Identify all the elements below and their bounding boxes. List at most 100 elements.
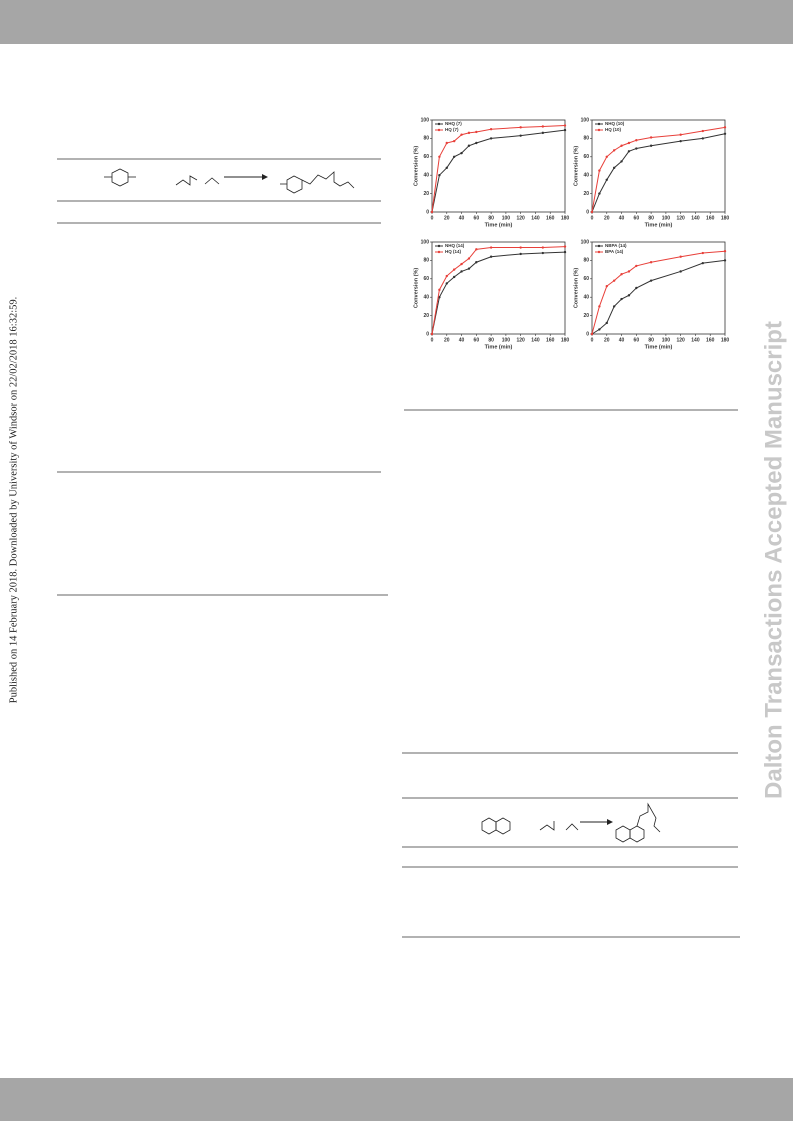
data-point: [649, 144, 653, 147]
x-tick-label: 100: [662, 337, 671, 343]
data-point: [519, 134, 522, 137]
data-point: [590, 332, 594, 336]
data-point: [563, 250, 567, 254]
data-point: [563, 245, 567, 248]
y-tick-label: 60: [583, 276, 589, 282]
legend-marker: [597, 128, 601, 132]
y-tick-label: 0: [426, 209, 429, 215]
data-point: [563, 128, 567, 132]
data-point: [605, 155, 608, 158]
series-line: [591, 250, 726, 335]
data-point: [635, 147, 638, 150]
x-tick-label: 60: [634, 337, 640, 343]
x-tick-label: 40: [619, 215, 625, 221]
x-tick-label: 60: [474, 215, 480, 221]
x-tick-label: 40: [619, 337, 625, 343]
data-point: [649, 261, 653, 264]
y-tick-label: 20: [583, 191, 589, 197]
y-tick-label: 20: [423, 191, 429, 197]
x-tick-label: 120: [676, 215, 685, 221]
data-point: [598, 192, 601, 195]
legend-label: NHQ (14): [445, 243, 465, 248]
x-tick-label: 80: [488, 215, 494, 221]
data-point: [605, 321, 608, 325]
data-point: [635, 139, 638, 142]
x-tick-label: 40: [459, 337, 465, 343]
legend-label: BPA (14): [605, 249, 624, 254]
x-tick-label: 180: [561, 337, 570, 343]
data-point: [612, 149, 616, 152]
legend-marker: [597, 244, 601, 248]
data-point: [620, 273, 623, 276]
y-tick-label: 40: [423, 295, 429, 301]
data-point: [635, 286, 638, 290]
data-point: [438, 174, 441, 177]
data-point: [541, 125, 545, 128]
x-tick-label: 180: [561, 215, 570, 221]
data-point: [541, 251, 545, 255]
data-point: [627, 270, 631, 273]
y-tick-label: 0: [426, 331, 429, 337]
data-point: [723, 132, 727, 135]
data-point: [627, 150, 631, 153]
data-point: [627, 294, 631, 297]
y-tick-label: 40: [423, 173, 429, 179]
y-axis-label: Conversion (%): [413, 268, 419, 309]
y-tick-label: 40: [583, 295, 589, 301]
x-axis-label: Time (min): [485, 344, 513, 350]
series-line: [431, 246, 566, 335]
x-tick-label: 40: [459, 215, 465, 221]
data-point: [445, 274, 448, 278]
data-point: [590, 210, 594, 214]
y-tick-label: 100: [581, 239, 590, 245]
y-tick-label: 100: [421, 117, 430, 123]
data-point: [430, 210, 434, 214]
footer-bar: [0, 1078, 793, 1121]
data-point: [438, 155, 441, 158]
x-axis-label: Time (min): [485, 222, 513, 228]
series-line: [591, 133, 726, 213]
x-tick-label: 140: [531, 215, 540, 221]
legend-marker: [437, 128, 441, 132]
data-point: [627, 141, 631, 145]
data-point: [519, 246, 522, 249]
y-tick-label: 80: [583, 136, 589, 142]
x-tick-label: 60: [634, 215, 640, 221]
data-point: [460, 151, 463, 155]
y-tick-label: 0: [586, 331, 589, 337]
x-tick-label: 140: [691, 215, 700, 221]
x-tick-label: 0: [431, 215, 434, 221]
data-point: [612, 166, 616, 170]
data-point: [605, 284, 608, 288]
series-line: [431, 129, 566, 213]
y-tick-label: 0: [586, 209, 589, 215]
x-tick-label: 160: [546, 215, 555, 221]
data-point: [723, 250, 727, 253]
x-tick-label: 180: [721, 337, 730, 343]
series-line: [431, 251, 566, 335]
data-point: [489, 246, 493, 249]
data-point: [723, 259, 727, 262]
x-tick-label: 160: [706, 337, 715, 343]
data-point: [467, 257, 471, 260]
watermark: Dalton Transactions Accepted Manuscript: [760, 321, 787, 799]
data-point: [679, 270, 682, 273]
y-tick-label: 80: [423, 258, 429, 264]
data-point: [475, 261, 478, 264]
data-point: [563, 124, 567, 127]
legend-marker: [597, 250, 601, 254]
reaction-scheme: [481, 802, 661, 843]
series-line: [591, 259, 726, 335]
data-point: [430, 332, 434, 336]
legend-marker: [437, 122, 441, 126]
x-tick-label: 120: [676, 337, 685, 343]
data-point: [612, 305, 616, 308]
x-tick-label: 120: [516, 215, 525, 221]
data-point: [460, 262, 463, 266]
data-point: [649, 279, 653, 282]
data-point: [598, 328, 601, 331]
data-point: [541, 131, 545, 135]
x-tick-label: 80: [488, 337, 494, 343]
data-point: [598, 169, 601, 172]
